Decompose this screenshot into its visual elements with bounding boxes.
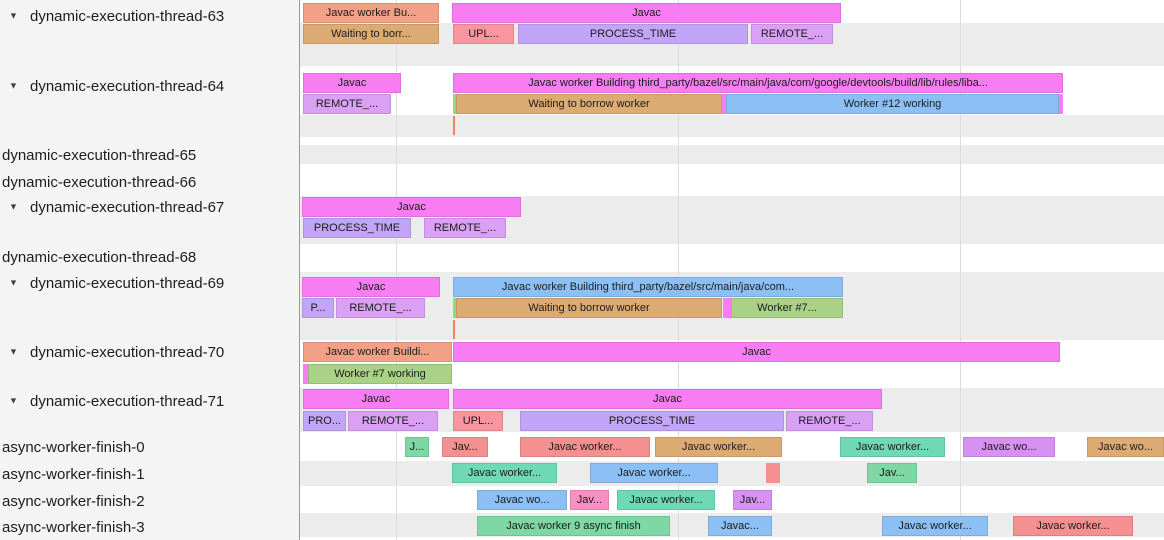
track-background-stripe [300, 461, 1164, 486]
trace-bar[interactable]: REMOTE_... [336, 298, 425, 318]
trace-bar[interactable]: PROCESS_TIME [303, 218, 411, 238]
trace-bar[interactable]: REMOTE_... [751, 24, 833, 44]
track-name-label: dynamic-execution-thread-65 [2, 146, 197, 164]
track-name-label: dynamic-execution-thread-66 [2, 173, 197, 191]
trace-bar[interactable]: Javac worker Bu... [303, 3, 439, 23]
trace-bar[interactable]: Worker #12 working [726, 94, 1059, 114]
trace-bar[interactable]: P... [302, 298, 334, 318]
collapse-arrow-icon: ▼ [9, 201, 18, 212]
time-gridline [396, 0, 397, 540]
trace-bar[interactable]: Javac worker Buildi... [303, 342, 452, 362]
trace-bar[interactable]: Javac [302, 197, 521, 217]
trace-bar[interactable]: Worker #7 working [308, 364, 452, 384]
trace-bar[interactable]: REMOTE_... [348, 411, 438, 431]
trace-bar[interactable]: Javac worker... [840, 437, 945, 457]
track-name-label: async-worker-finish-2 [2, 492, 145, 510]
trace-bar-sliver[interactable] [723, 298, 731, 318]
trace-bar[interactable]: J... [405, 437, 429, 457]
track-name-label: async-worker-finish-0 [2, 438, 145, 456]
time-gridline [678, 0, 679, 540]
time-gridline [960, 0, 961, 540]
track-name[interactable]: dynamic-execution-thread-65 [0, 145, 196, 165]
track-name-label: dynamic-execution-thread-67 [30, 198, 225, 216]
collapse-arrow-icon: ▼ [9, 10, 18, 21]
trace-bar[interactable]: Javac [303, 73, 401, 93]
trace-bar[interactable]: Jav... [867, 463, 917, 483]
trace-bar[interactable]: Javac wo... [963, 437, 1055, 457]
trace-bar[interactable]: Javac wo... [477, 490, 567, 510]
trace-bar[interactable]: Worker #7... [731, 298, 843, 318]
trace-bar[interactable]: UPL... [453, 411, 503, 431]
track-name[interactable]: ▼ dynamic-execution-thread-69 [0, 273, 224, 293]
track-background-stripe [300, 115, 1164, 137]
track-name-label: async-worker-finish-3 [2, 518, 145, 536]
trace-bar[interactable]: Javac worker... [655, 437, 782, 457]
trace-bar[interactable]: REMOTE_... [424, 218, 506, 238]
trace-bar[interactable]: Javac wo... [1087, 437, 1164, 457]
trace-bar[interactable]: REMOTE_... [786, 411, 873, 431]
trace-bar[interactable]: Javac worker... [590, 463, 718, 483]
collapse-arrow-icon: ▼ [9, 80, 18, 91]
trace-bar[interactable]: Javac worker... [1013, 516, 1133, 536]
track-name-label: dynamic-execution-thread-70 [30, 343, 225, 361]
trace-bar[interactable]: Waiting to borr... [303, 24, 439, 44]
trace-bar-sliver[interactable] [303, 364, 308, 384]
trace-bar[interactable]: Jav... [570, 490, 609, 510]
track-name[interactable]: ▼ dynamic-execution-thread-64 [0, 76, 224, 96]
trace-bar-sliver[interactable] [722, 94, 726, 114]
trace-bar[interactable]: PROCESS_TIME [518, 24, 748, 44]
track-name[interactable]: ▼ dynamic-execution-thread-67 [0, 197, 224, 217]
track-background-stripe [300, 145, 1164, 164]
trace-bar-sliver[interactable] [453, 298, 456, 318]
trace-bar[interactable]: Javac [302, 277, 440, 297]
trace-bar[interactable]: Javac [453, 389, 882, 409]
track-name-label: dynamic-execution-thread-71 [30, 392, 225, 410]
collapse-arrow-icon: ▼ [9, 346, 18, 357]
trace-bar[interactable]: Javac [453, 342, 1060, 362]
track-name-label: dynamic-execution-thread-69 [30, 274, 225, 292]
track-name[interactable]: dynamic-execution-thread-68 [0, 247, 196, 267]
track-name-label: async-worker-finish-1 [2, 465, 145, 483]
timeline-canvas[interactable]: Javac worker Bu... Javac Waiting to borr..… [300, 0, 1164, 540]
track-name[interactable]: async-worker-finish-2 [0, 491, 145, 511]
track-name[interactable]: ▼ dynamic-execution-thread-63 [0, 6, 224, 26]
trace-bar-sliver[interactable] [1059, 94, 1063, 114]
trace-bar[interactable]: Javac worker... [452, 463, 557, 483]
collapse-arrow-icon: ▼ [9, 395, 18, 406]
trace-bar[interactable]: Javac worker 9 async finish [477, 516, 670, 536]
trace-bar[interactable]: Javac worker... [520, 437, 650, 457]
trace-bar[interactable]: UPL... [453, 24, 514, 44]
track-name[interactable]: async-worker-finish-1 [0, 464, 145, 484]
trace-tick[interactable] [453, 320, 455, 339]
track-name[interactable]: dynamic-execution-thread-66 [0, 172, 196, 192]
track-name-label: dynamic-execution-thread-63 [30, 7, 225, 25]
trace-bar[interactable]: REMOTE_... [303, 94, 391, 114]
trace-bar[interactable]: Waiting to borrow worker [456, 94, 722, 114]
trace-bar[interactable]: Jav... [733, 490, 772, 510]
track-name-label: dynamic-execution-thread-64 [30, 77, 225, 95]
trace-bar[interactable]: Jav... [442, 437, 488, 457]
trace-bar[interactable]: PROCESS_TIME [520, 411, 784, 431]
track-name-label: dynamic-execution-thread-68 [2, 248, 197, 266]
trace-bar[interactable]: PRO... [303, 411, 346, 431]
trace-bar[interactable]: Javac... [708, 516, 772, 536]
trace-bar[interactable]: Javac worker Building third_party/bazel/… [453, 277, 843, 297]
trace-tick[interactable] [453, 116, 455, 135]
trace-bar-sliver[interactable] [766, 463, 780, 483]
trace-bar-sliver[interactable] [453, 94, 456, 114]
trace-bar[interactable]: Javac worker Building third_party/bazel/… [453, 73, 1063, 93]
trace-bar[interactable]: Waiting to borrow worker [456, 298, 722, 318]
track-name[interactable]: async-worker-finish-0 [0, 437, 145, 457]
trace-bar[interactable]: Javac worker... [617, 490, 715, 510]
track-name[interactable]: async-worker-finish-3 [0, 517, 145, 537]
collapse-arrow-icon: ▼ [9, 277, 18, 288]
track-name[interactable]: ▼ dynamic-execution-thread-70 [0, 342, 224, 362]
trace-bar[interactable]: Javac [452, 3, 841, 23]
trace-bar[interactable]: Javac worker... [882, 516, 988, 536]
trace-bar[interactable]: Javac [303, 389, 449, 409]
track-name-panel: ▼ dynamic-execution-thread-63 ▼ dynamic-exe… [0, 0, 300, 540]
track-name[interactable]: ▼ dynamic-execution-thread-71 [0, 391, 224, 411]
